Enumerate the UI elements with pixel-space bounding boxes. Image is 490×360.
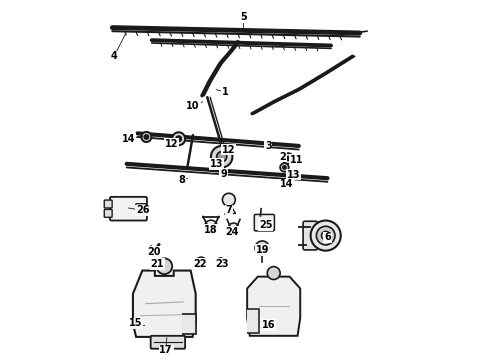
Text: 7: 7 bbox=[225, 206, 232, 216]
Circle shape bbox=[211, 146, 232, 167]
Text: 23: 23 bbox=[215, 259, 228, 269]
Circle shape bbox=[286, 156, 290, 161]
Text: 9: 9 bbox=[220, 168, 227, 179]
Circle shape bbox=[150, 247, 159, 256]
Circle shape bbox=[156, 258, 172, 274]
Circle shape bbox=[267, 267, 280, 279]
Text: 10: 10 bbox=[186, 102, 200, 112]
Circle shape bbox=[172, 132, 185, 145]
Circle shape bbox=[311, 221, 341, 251]
Text: 13: 13 bbox=[287, 170, 300, 180]
Text: 19: 19 bbox=[255, 245, 269, 255]
Text: 15: 15 bbox=[129, 319, 143, 328]
FancyBboxPatch shape bbox=[104, 200, 112, 208]
Text: 4: 4 bbox=[111, 51, 118, 61]
Text: 18: 18 bbox=[204, 225, 218, 235]
FancyBboxPatch shape bbox=[151, 336, 185, 349]
Text: 22: 22 bbox=[194, 259, 207, 269]
Circle shape bbox=[321, 231, 330, 240]
Circle shape bbox=[217, 152, 227, 162]
Circle shape bbox=[255, 241, 270, 255]
FancyBboxPatch shape bbox=[104, 210, 112, 217]
Text: 12: 12 bbox=[165, 139, 178, 149]
Text: 17: 17 bbox=[159, 345, 173, 355]
Circle shape bbox=[199, 260, 204, 265]
Text: 2: 2 bbox=[279, 152, 286, 162]
Circle shape bbox=[228, 223, 239, 234]
Circle shape bbox=[204, 220, 218, 233]
Text: 11: 11 bbox=[290, 155, 304, 165]
Text: 21: 21 bbox=[150, 259, 164, 269]
Circle shape bbox=[216, 258, 225, 267]
Text: 20: 20 bbox=[147, 247, 160, 257]
Polygon shape bbox=[133, 271, 196, 337]
Text: 5: 5 bbox=[240, 12, 246, 22]
Text: 14: 14 bbox=[279, 179, 293, 189]
Text: 6: 6 bbox=[324, 232, 331, 242]
Circle shape bbox=[283, 153, 294, 164]
Circle shape bbox=[176, 136, 182, 142]
Polygon shape bbox=[247, 309, 259, 333]
Text: 8: 8 bbox=[179, 175, 186, 185]
Text: 26: 26 bbox=[136, 206, 149, 216]
Text: 12: 12 bbox=[222, 144, 236, 154]
FancyBboxPatch shape bbox=[136, 204, 146, 214]
Text: 14: 14 bbox=[122, 134, 135, 144]
Circle shape bbox=[141, 132, 151, 142]
Circle shape bbox=[283, 166, 286, 169]
Circle shape bbox=[280, 163, 289, 172]
FancyBboxPatch shape bbox=[110, 197, 147, 221]
Text: 16: 16 bbox=[262, 320, 275, 330]
Text: 13: 13 bbox=[210, 159, 223, 169]
Circle shape bbox=[196, 257, 207, 268]
Circle shape bbox=[222, 193, 235, 206]
Polygon shape bbox=[182, 314, 196, 334]
Circle shape bbox=[144, 135, 148, 139]
Polygon shape bbox=[247, 276, 300, 336]
Circle shape bbox=[259, 244, 266, 252]
Text: 24: 24 bbox=[226, 227, 239, 237]
FancyBboxPatch shape bbox=[151, 260, 166, 269]
Circle shape bbox=[317, 226, 335, 245]
FancyBboxPatch shape bbox=[303, 221, 318, 250]
Text: 1: 1 bbox=[222, 87, 229, 97]
Text: 25: 25 bbox=[259, 220, 272, 230]
FancyBboxPatch shape bbox=[254, 215, 274, 231]
Text: 3: 3 bbox=[265, 141, 271, 151]
